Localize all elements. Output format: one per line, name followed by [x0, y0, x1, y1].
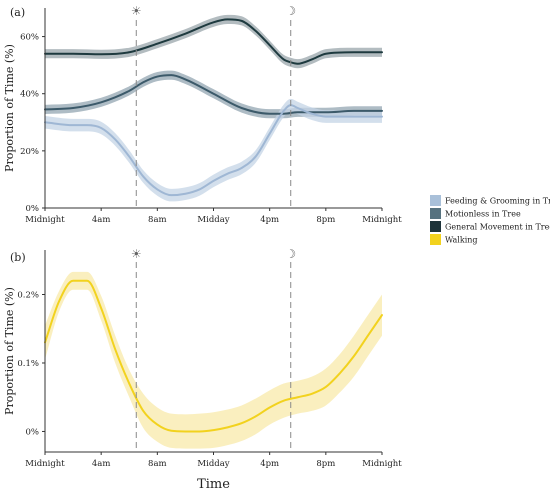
- feeding-grooming-in-tree-confidence-band: [45, 98, 382, 202]
- x-tick-label: Midday: [197, 215, 229, 225]
- sun-icon: ☀: [131, 4, 142, 18]
- legend-label: Motionless in Tree: [445, 210, 521, 219]
- x-tick-label: 8pm: [316, 215, 335, 225]
- y-tick-label: 0.1%: [17, 359, 39, 369]
- x-tick-label: Midnight: [25, 459, 65, 469]
- panel-a-y-axis-title: Proportion of Time (%): [3, 44, 16, 172]
- legend-label: Walking: [445, 236, 478, 245]
- x-tick-label: Midday: [197, 459, 229, 469]
- legend-label: General Movement in Tree: [445, 223, 550, 232]
- y-tick-label: 20%: [20, 147, 39, 157]
- panel-a-label: (a): [10, 6, 25, 19]
- panel-a-lines: [44, 18, 383, 197]
- panel-b-y-axis-title: Proportion of Time (%): [3, 287, 16, 415]
- legend-item-motionless-in-tree: Motionless in Tree: [430, 208, 521, 219]
- walking-series-line: [44, 279, 383, 433]
- x-tick-label: 4pm: [260, 215, 279, 225]
- panel-a: (a) Proportion of Time (%) ☀ ☽ Midnight 4a…: [3, 4, 402, 225]
- y-tick-label: 60%: [20, 33, 39, 43]
- general-movement-in-tree-series-line: [44, 18, 383, 65]
- y-tick-label: 40%: [20, 90, 39, 100]
- feeding-grooming-in-tree-series-line: [44, 104, 383, 197]
- panel-b-label: (b): [10, 251, 26, 264]
- panel-b-reference-lines: ☀ ☽: [131, 247, 296, 452]
- panel-b-axes: Midnight 4am 8am Midday 4pm 8pm Midnight 0% 0.1%…: [17, 250, 402, 469]
- x-tick-label: 4pm: [260, 459, 279, 469]
- motionless-in-tree-series-line: [44, 74, 383, 115]
- legend-item-walking: Walking: [430, 234, 478, 245]
- x-tick-label: 4am: [92, 215, 111, 225]
- legend-swatch: [430, 195, 441, 206]
- panel-b-bands: [45, 271, 382, 449]
- legend: Feeding & Grooming in Tree Motionless in …: [430, 195, 550, 245]
- legend-swatch: [430, 208, 441, 219]
- legend-label: Feeding & Grooming in Tree: [445, 197, 550, 206]
- panel-a-bands: [45, 14, 382, 202]
- moon-icon: ☽: [285, 4, 296, 18]
- panel-b-x-axis-title: Time: [197, 477, 230, 492]
- walking-confidence-band: [45, 271, 382, 449]
- y-tick-label: 0.2%: [17, 291, 39, 301]
- legend-item-feeding-grooming-in-tree: Feeding & Grooming in Tree: [430, 195, 550, 206]
- moon-icon: ☽: [285, 247, 296, 261]
- x-tick-label: 8pm: [316, 459, 335, 469]
- x-tick-label: Midnight: [362, 459, 402, 469]
- x-tick-label: Midnight: [25, 215, 65, 225]
- x-tick-label: 4am: [92, 459, 111, 469]
- panel-b-lines: [44, 279, 383, 433]
- panel-a-reference-lines: ☀ ☽: [131, 4, 296, 208]
- legend-swatch: [430, 234, 441, 245]
- y-tick-label: 0%: [26, 204, 40, 214]
- x-tick-label: Midnight: [362, 215, 402, 225]
- panel-b: (b) Proportion of Time (%) ☀ ☽ Midnight 4a…: [3, 247, 402, 492]
- legend-swatch: [430, 221, 441, 232]
- x-tick-label: 8am: [148, 215, 167, 225]
- sun-icon: ☀: [131, 247, 142, 261]
- general-movement-in-tree-confidence-band: [45, 14, 382, 69]
- legend-item-general-movement-in-tree: General Movement in Tree: [430, 221, 550, 232]
- x-tick-label: 8am: [148, 459, 167, 469]
- y-tick-label: 0%: [26, 427, 40, 437]
- panel-a-axes: Midnight 4am 8am Midday 4pm 8pm Midnight0%20%4…: [20, 8, 402, 225]
